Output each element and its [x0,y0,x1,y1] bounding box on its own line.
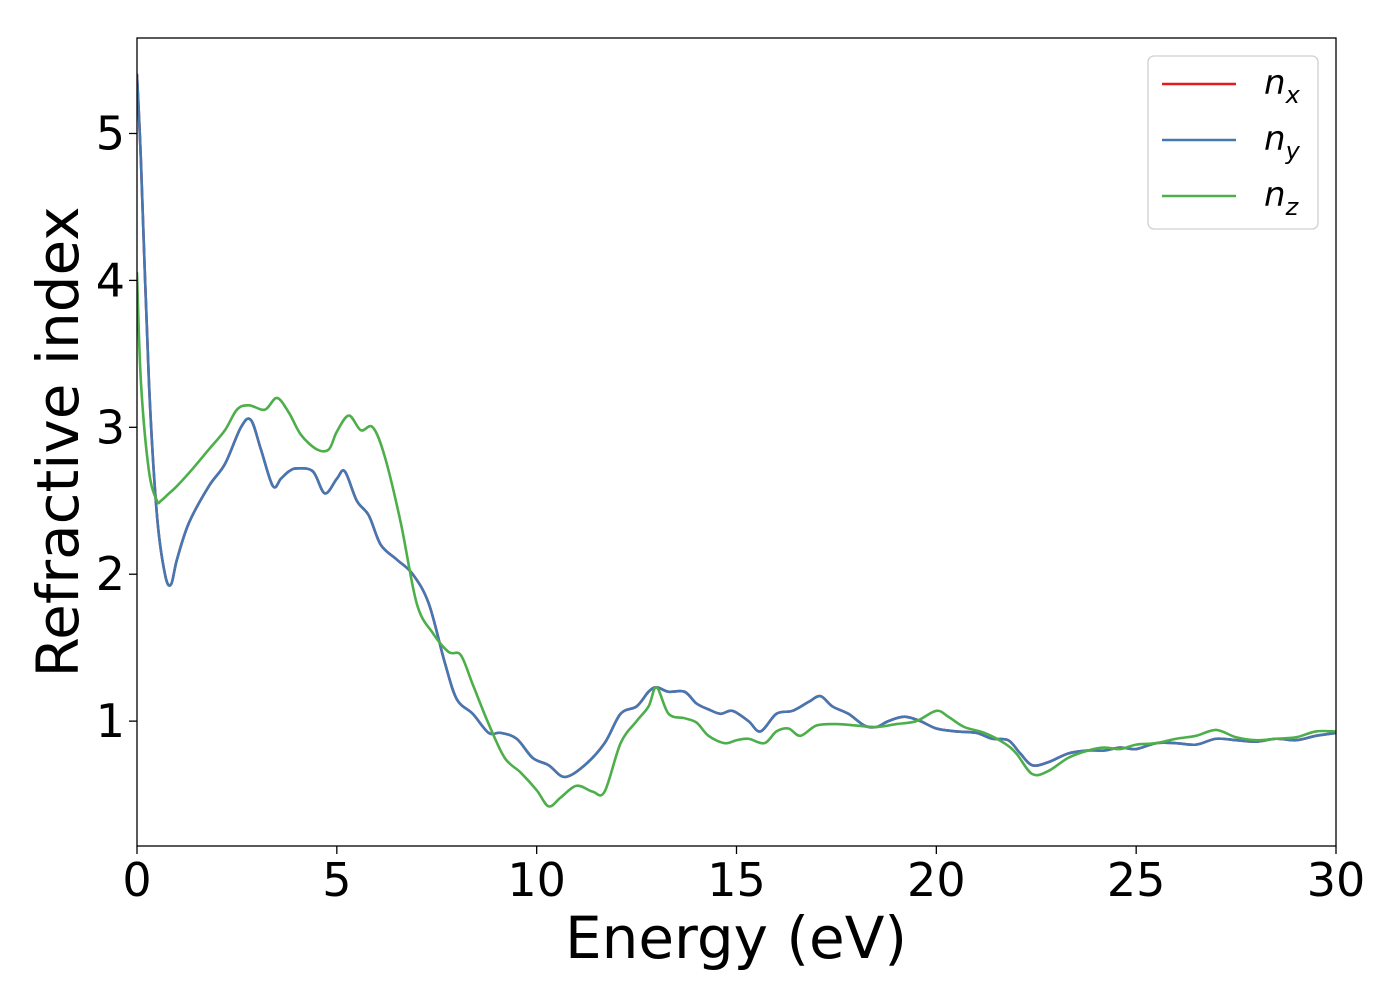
y-tick-label: 5 [96,106,125,160]
x-tick-label: 30 [1307,853,1366,907]
y-tick-label: 3 [96,400,125,454]
legend-label-x: nx [1264,63,1301,109]
x-tick-label: 5 [322,853,351,907]
y-tick-label: 2 [96,547,125,601]
series-layer [137,73,1336,808]
series-line-z [137,271,1336,808]
x-axis-ticks: 0 5 10 15 20 25 30 [122,846,1365,907]
y-tick-label: 4 [96,253,125,307]
x-tick-label: 25 [1107,853,1166,907]
legend-label-z: nz [1264,175,1300,221]
x-tick-label: 15 [707,853,766,907]
y-axis-ticks: 1 2 3 4 5 [96,106,137,748]
legend-label-y: ny [1264,119,1301,165]
y-axis-title: Refractive index [24,206,92,677]
y-tick-label: 1 [96,694,125,748]
legend: nx ny nz [1147,55,1319,230]
x-axis-title: Energy (eV) [565,904,907,972]
x-tick-label: 20 [907,853,966,907]
legend-box [1147,55,1319,230]
x-tick-label: 0 [122,853,151,907]
x-tick-label: 10 [507,853,566,907]
